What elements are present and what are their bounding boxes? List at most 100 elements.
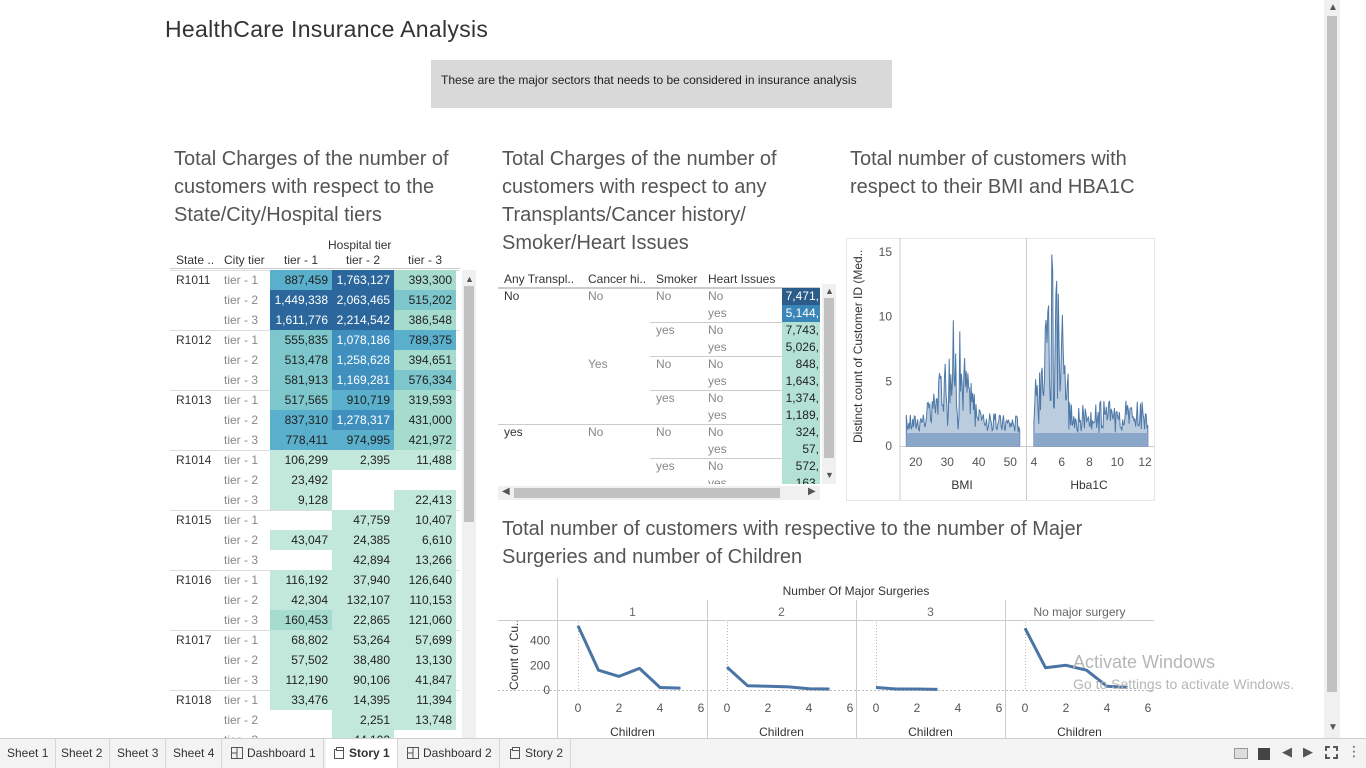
scroll-down-icon[interactable]: ▼	[825, 470, 834, 480]
charge-cell[interactable]: 22,413	[394, 490, 456, 510]
charge-cell[interactable]: 2,395	[332, 450, 394, 470]
table-row[interactable]: yes 1,189,	[498, 407, 820, 424]
charge-cell[interactable]: 974,995	[332, 430, 394, 450]
transplant-table-hscrollbar[interactable]: ◀ ▶	[498, 486, 820, 500]
table-row[interactable]: R1014 tier - 1 106,299 2,395 11,488	[170, 450, 460, 470]
tier-2-column-header[interactable]: tier - 2	[346, 253, 380, 267]
table-row[interactable]: tier - 3 778,411 974,995 421,972	[170, 430, 460, 450]
charge-cell[interactable]: 22,865	[332, 610, 394, 630]
charge-cell[interactable]: 2,063,465	[332, 290, 394, 310]
cancer-column-header[interactable]: Cancer hi..	[588, 272, 646, 286]
charge-cell[interactable]: 319,593	[394, 390, 456, 410]
charge-cell[interactable]: 24,385	[332, 530, 394, 550]
charge-cell[interactable]: 789,375	[394, 330, 456, 350]
scroll-thumb[interactable]	[824, 298, 834, 458]
table-row[interactable]: tier - 2 42,304 132,107 110,153	[170, 590, 460, 610]
charge-cell[interactable]: 1,643,	[782, 373, 820, 390]
charge-cell[interactable]: 132,107	[332, 590, 394, 610]
charge-cell[interactable]	[270, 730, 332, 738]
table-row[interactable]: tier - 2 57,502 38,480 13,130	[170, 650, 460, 670]
charge-cell[interactable]: 11,394	[394, 690, 456, 710]
table-row[interactable]: tier - 3 160,453 22,865 121,060	[170, 610, 460, 630]
charge-cell[interactable]: 848,	[782, 356, 820, 373]
smoker-column-header[interactable]: Smoker	[656, 272, 697, 286]
scroll-left-icon[interactable]: ◀	[502, 486, 510, 497]
charge-cell[interactable]: 517,565	[270, 390, 332, 410]
city-tier-column-header[interactable]: City tier	[224, 253, 265, 267]
table-row[interactable]: Yes No No 848,	[498, 356, 820, 373]
table-row[interactable]: yes 163,	[498, 475, 820, 484]
charge-cell[interactable]: 10,407	[394, 510, 456, 530]
transplant-column-header[interactable]: Any Transpl..	[504, 272, 574, 286]
charge-cell[interactable]: 37,940	[332, 570, 394, 590]
sheet-sorter-icon[interactable]	[1234, 748, 1248, 759]
charge-cell[interactable]: 23,492	[270, 470, 332, 490]
charge-cell[interactable]: 7,743,	[782, 322, 820, 339]
scroll-thumb[interactable]	[1327, 16, 1337, 692]
charge-cell[interactable]: 163,	[782, 475, 820, 484]
tier-3-column-header[interactable]: tier - 3	[408, 253, 442, 267]
scroll-up-icon[interactable]: ▲	[825, 286, 834, 296]
charge-cell[interactable]: 42,304	[270, 590, 332, 610]
table-row[interactable]: R1013 tier - 1 517,565 910,719 319,593	[170, 390, 460, 410]
tab-sheet-4[interactable]: Sheet 4	[166, 739, 222, 768]
charge-cell[interactable]: 6,610	[394, 530, 456, 550]
scroll-right-icon[interactable]: ▶	[808, 486, 816, 497]
charge-cell[interactable]: 2,214,542	[332, 310, 394, 330]
table-row[interactable]: R1017 tier - 1 68,802 53,264 57,699	[170, 630, 460, 650]
tab-dashboard-2[interactable]: Dashboard 2	[400, 739, 500, 768]
charge-cell[interactable]: 110,153	[394, 590, 456, 610]
charge-cell[interactable]: 126,640	[394, 570, 456, 590]
charge-cell[interactable]	[394, 470, 456, 490]
charge-cell[interactable]: 2,251	[332, 710, 394, 730]
series-line[interactable]	[727, 667, 830, 689]
next-sheet-icon[interactable]: ▶	[1303, 744, 1313, 760]
charge-cell[interactable]: 1,449,338	[270, 290, 332, 310]
charge-cell[interactable]: 33,476	[270, 690, 332, 710]
series-line[interactable]	[578, 626, 681, 688]
state-table-scrollbar[interactable]: ▲	[462, 270, 476, 738]
charge-cell[interactable]: 576,334	[394, 370, 456, 390]
table-row[interactable]: tier - 3 9,128 22,413	[170, 490, 460, 510]
charge-cell[interactable]	[270, 510, 332, 530]
prev-sheet-icon[interactable]: ◀	[1282, 744, 1292, 760]
table-row[interactable]: R1012 tier - 1 555,835 1,078,186 789,375	[170, 330, 460, 350]
fullscreen-icon[interactable]	[1325, 746, 1338, 759]
charge-cell[interactable]: 394,651	[394, 350, 456, 370]
table-row[interactable]: tier - 3 44,102	[170, 730, 460, 738]
charge-cell[interactable]	[394, 730, 456, 738]
charge-cell[interactable]: 116,192	[270, 570, 332, 590]
charge-cell[interactable]: 431,000	[394, 410, 456, 430]
tab-sheet-2[interactable]: Sheet 2	[54, 739, 110, 768]
menu-icon[interactable]: ⋮	[1347, 743, 1361, 760]
charge-cell[interactable]: 90,106	[332, 670, 394, 690]
table-row[interactable]: tier - 3 42,894 13,266	[170, 550, 460, 570]
charge-cell[interactable]: 106,299	[270, 450, 332, 470]
charge-cell[interactable]: 112,190	[270, 670, 332, 690]
tab-sheet-3[interactable]: Sheet 3	[110, 739, 166, 768]
transplant-table-vscrollbar[interactable]: ▲ ▼	[822, 284, 836, 484]
charge-cell[interactable]: 572,	[782, 458, 820, 475]
charge-cell[interactable]: 581,913	[270, 370, 332, 390]
charge-cell[interactable]: 11,488	[394, 450, 456, 470]
charge-cell[interactable]	[332, 490, 394, 510]
charge-cell[interactable]: 1,278,317	[332, 410, 394, 430]
table-row[interactable]: yes No 572,	[498, 458, 820, 475]
charge-cell[interactable]: 38,480	[332, 650, 394, 670]
charge-cell[interactable]: 13,130	[394, 650, 456, 670]
charge-cell[interactable]: 13,266	[394, 550, 456, 570]
page-scrollbar[interactable]: ▲ ▼	[1324, 0, 1340, 738]
table-row[interactable]: tier - 2 1,449,338 2,063,465 515,202	[170, 290, 460, 310]
charge-cell[interactable]: 57,502	[270, 650, 332, 670]
charge-cell[interactable]: 5,026,	[782, 339, 820, 356]
scroll-up-icon[interactable]: ▲	[1328, 2, 1338, 13]
table-row[interactable]: tier - 2 837,310 1,278,317 431,000	[170, 410, 460, 430]
table-row[interactable]: tier - 2 2,251 13,748	[170, 710, 460, 730]
charge-cell[interactable]	[270, 550, 332, 570]
charge-cell[interactable]: 41,847	[394, 670, 456, 690]
charge-cell[interactable]: 515,202	[394, 290, 456, 310]
charge-cell[interactable]: 386,548	[394, 310, 456, 330]
table-row[interactable]: tier - 3 1,611,776 2,214,542 386,548	[170, 310, 460, 330]
charge-cell[interactable]: 42,894	[332, 550, 394, 570]
charge-cell[interactable]: 421,972	[394, 430, 456, 450]
